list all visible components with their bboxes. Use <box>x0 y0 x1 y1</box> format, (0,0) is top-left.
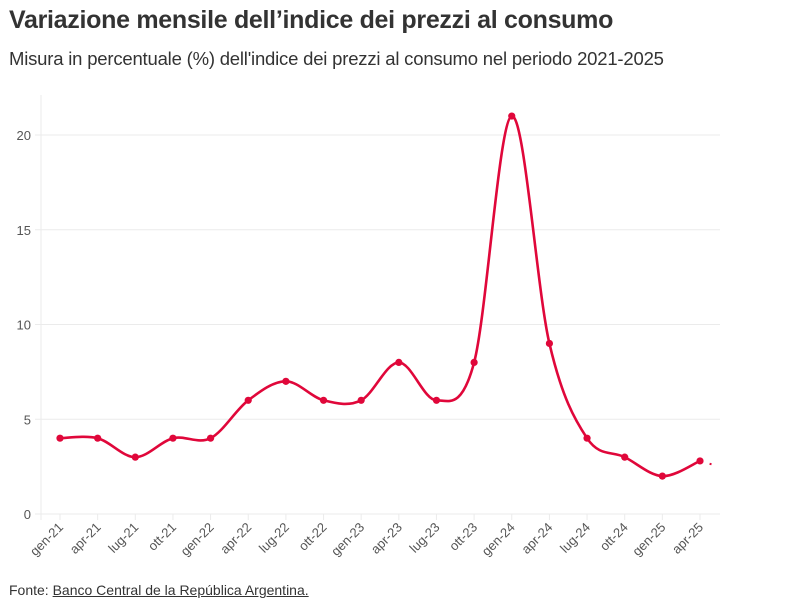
y-tick-label: 20 <box>17 128 31 143</box>
x-tick-label: gen-22 <box>177 520 216 559</box>
data-point-lug-21[interactable] <box>131 453 139 461</box>
x-tick-label: ott-21 <box>145 520 179 554</box>
x-tick-label: gen-24 <box>479 520 518 559</box>
source-footer: Fonte: Banco Central de la República Arg… <box>9 582 309 598</box>
x-tick-label: gen-25 <box>629 520 668 559</box>
data-point-apr-21[interactable] <box>94 434 102 442</box>
data-point-ott-21[interactable] <box>169 434 177 442</box>
data-point-ott-24[interactable] <box>621 453 629 461</box>
source-link[interactable]: Banco Central de la República Argentina. <box>52 582 309 598</box>
x-tick-label: lug-22 <box>256 520 292 556</box>
data-point-ott-22[interactable] <box>319 396 328 404</box>
y-tick-label: 5 <box>24 412 31 427</box>
x-tick-label: lug-21 <box>105 520 141 556</box>
data-point-gen-22[interactable] <box>206 434 215 442</box>
data-point-gen-23[interactable] <box>357 396 365 404</box>
source-prefix: Fonte: <box>9 582 49 598</box>
data-point-apr-23[interactable] <box>395 358 403 366</box>
chart-title: Variazione mensile dell’indice dei prezz… <box>9 6 614 34</box>
data-point-gen-25[interactable] <box>658 472 666 480</box>
x-tick-label: lug-24 <box>557 520 593 556</box>
y-tick-label: 15 <box>17 223 31 238</box>
data-point-ott-23[interactable] <box>470 358 478 366</box>
y-tick-label: 10 <box>17 318 31 333</box>
x-tick-label: gen-21 <box>27 520 66 559</box>
x-tick-label: gen-23 <box>328 520 367 559</box>
x-tick-label: apr-21 <box>67 520 104 557</box>
data-point-apr-24[interactable] <box>545 339 554 348</box>
x-tick-label: apr-25 <box>669 520 706 557</box>
data-point-lug-24[interactable] <box>583 434 591 442</box>
data-point-apr-25[interactable] <box>696 457 704 465</box>
x-tick-label: ott-22 <box>296 520 330 554</box>
x-tick-label: ott-24 <box>597 520 631 554</box>
data-point-apr-22[interactable] <box>244 396 252 404</box>
x-tick-label: apr-22 <box>217 520 254 557</box>
data-point-gen-24[interactable] <box>508 112 516 120</box>
data-points <box>56 112 704 480</box>
grid-lines <box>35 134 720 515</box>
y-axis-ticks: 0 5 10 15 20 <box>17 128 31 522</box>
y-tick-label: 0 <box>24 507 31 522</box>
x-tick-label: apr-24 <box>518 520 555 557</box>
data-point-lug-22[interactable] <box>282 377 290 385</box>
data-point-lug-23[interactable] <box>432 396 441 404</box>
x-tick-label: ott-23 <box>446 520 480 554</box>
data-point-gen-21[interactable] <box>56 434 64 442</box>
projection-line <box>699 459 714 466</box>
x-tick-label: lug-23 <box>406 520 442 556</box>
x-tick-label: apr-23 <box>368 520 405 557</box>
chart-subtitle: Misura in percentuale (%) dell'indice de… <box>9 48 664 69</box>
series-line <box>59 114 701 478</box>
